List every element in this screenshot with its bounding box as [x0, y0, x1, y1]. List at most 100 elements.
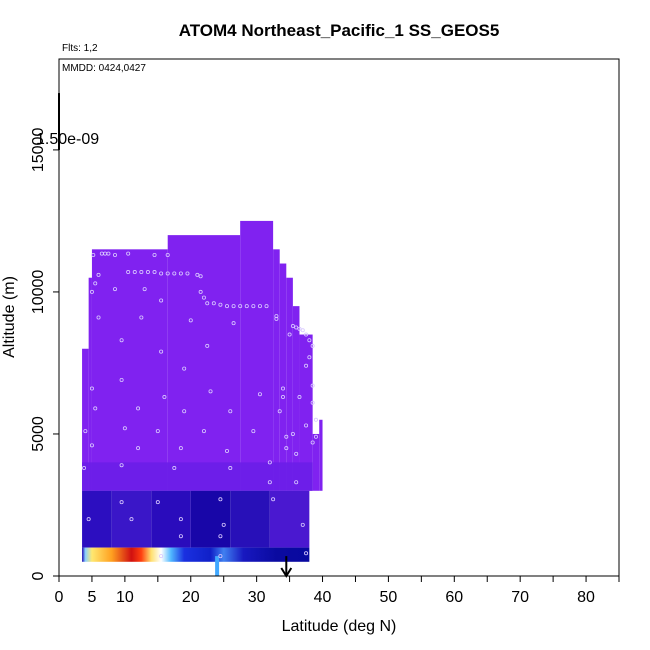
observation-point — [201, 429, 206, 434]
surface-band — [82, 547, 310, 562]
observation-point — [159, 554, 164, 559]
observation-point — [218, 534, 223, 539]
observation-point — [119, 500, 124, 505]
low-band-cell — [82, 490, 112, 548]
domain-column — [279, 263, 287, 491]
dates-label: MMDD: 0424,0427 — [62, 63, 146, 74]
observation-point — [294, 451, 299, 456]
observation-point — [297, 395, 302, 400]
observation-point — [165, 253, 170, 258]
domain-column — [292, 306, 300, 491]
observation-point — [271, 497, 276, 502]
x-tick-label: 70 — [511, 589, 529, 606]
observation-point — [165, 271, 170, 276]
surface-spike — [215, 556, 220, 576]
low-band-cell — [230, 490, 270, 548]
plot-frame — [58, 58, 620, 577]
x-tick-label: 0 — [55, 589, 64, 606]
observation-point — [221, 522, 226, 527]
observation-point — [300, 522, 305, 527]
observation-point — [284, 446, 289, 451]
domain-column — [88, 277, 92, 491]
observation-point — [267, 480, 272, 485]
domain-column — [319, 419, 323, 491]
observation-point — [172, 466, 177, 471]
x-tick-label: 40 — [314, 589, 332, 606]
x-tick-label: 60 — [445, 589, 463, 606]
observation-point — [310, 400, 315, 405]
observation-point — [142, 287, 147, 292]
observation-point — [89, 386, 94, 391]
observation-point — [257, 304, 262, 309]
observation-point — [208, 389, 213, 394]
observation-point — [304, 551, 309, 556]
observation-point — [313, 434, 318, 439]
observation-point — [313, 417, 318, 422]
observation-point — [205, 301, 210, 306]
observation-point — [307, 338, 312, 343]
observation-point — [185, 271, 190, 276]
observation-point — [145, 270, 150, 275]
x-tick-label: 10 — [116, 589, 134, 606]
observation-point — [218, 554, 223, 559]
x-tick-label: 50 — [380, 589, 398, 606]
observation-point — [152, 253, 157, 258]
observation-point — [119, 377, 124, 382]
y-axis-label: Altitude (m) — [1, 276, 18, 358]
observation-point — [96, 315, 101, 320]
observation-point — [294, 325, 299, 330]
observation-point — [290, 324, 295, 329]
observation-point — [93, 281, 98, 286]
observation-point — [83, 429, 88, 434]
y-tick-label: 15000 — [30, 128, 47, 173]
observation-point — [244, 304, 249, 309]
domain-layer — [82, 220, 323, 491]
observation-point — [251, 304, 256, 309]
observation-point — [159, 298, 164, 303]
observation-point — [280, 395, 285, 400]
observation-point — [297, 326, 302, 331]
observation-point — [257, 392, 262, 397]
observation-point — [136, 406, 141, 411]
observation-point — [89, 289, 94, 294]
x-tick-label: 30 — [248, 589, 266, 606]
observation-point — [136, 446, 141, 451]
observation-point — [113, 287, 118, 292]
domain-column — [312, 433, 320, 491]
observation-point — [228, 409, 233, 414]
domain-column — [167, 235, 241, 491]
low-altitude-layer — [82, 490, 310, 548]
observation-point — [182, 409, 187, 414]
observation-point — [113, 253, 118, 258]
observation-point — [267, 460, 272, 465]
domain-column — [273, 249, 280, 491]
observation-point — [218, 497, 223, 502]
observation-point — [162, 395, 167, 400]
observation-point — [218, 302, 223, 307]
observation-point — [310, 343, 315, 348]
observation-point — [277, 409, 282, 414]
observation-point — [126, 270, 131, 275]
observation-point — [178, 534, 183, 539]
observation-point — [188, 318, 193, 323]
x-axis-label: Latitude (deg N) — [282, 618, 397, 635]
domain-column — [240, 220, 274, 491]
mid-band — [82, 462, 313, 491]
observation-point — [139, 270, 144, 275]
observation-point — [182, 366, 187, 371]
observation-point — [195, 272, 200, 277]
observation-point — [280, 386, 285, 391]
observation-point — [231, 321, 236, 326]
observation-point — [155, 429, 160, 434]
observation-point — [251, 429, 256, 434]
observation-point — [178, 271, 183, 276]
low-band-cell — [269, 490, 310, 548]
observation-point — [264, 304, 269, 309]
observation-point — [307, 355, 312, 360]
domain-column — [299, 334, 313, 491]
observation-point — [231, 304, 236, 309]
low-band-cell — [151, 490, 191, 548]
observation-point — [178, 517, 183, 522]
domain-column — [286, 277, 293, 491]
